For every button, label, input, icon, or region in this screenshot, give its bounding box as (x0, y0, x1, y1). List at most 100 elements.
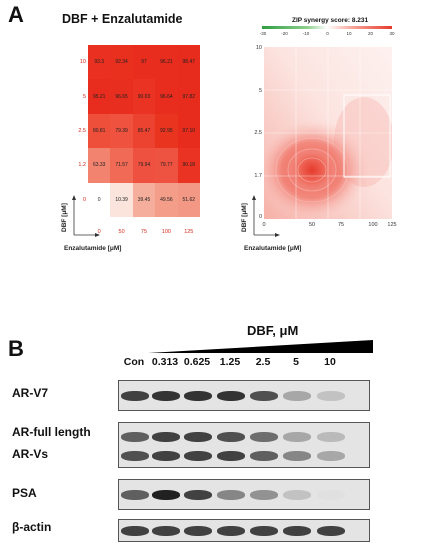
heatmap-title: DBF + Enzalutamide (62, 12, 183, 26)
heatmap-cell: 71.57 (110, 148, 133, 183)
protein-band (121, 391, 149, 401)
synergy-x-tick: 50 (308, 222, 316, 228)
synergy-colorbar (262, 26, 392, 29)
protein-band (283, 526, 311, 536)
protein-band (121, 490, 149, 500)
heatmap-cell: 39.45 (132, 182, 156, 217)
heatmap-cell: 95.21 (88, 79, 111, 114)
protein-band (283, 432, 311, 442)
lane-label: 0.313 (151, 356, 179, 368)
heatmap-x-label: Enzalutamide [μM] (64, 245, 122, 252)
protein-band (217, 451, 245, 461)
protein-band (317, 526, 345, 536)
legend-tick: 30 (389, 31, 395, 36)
protein-band (283, 391, 311, 401)
heatmap-cell: 80.81 (88, 113, 111, 149)
synergy-y-tick: 0 (258, 214, 262, 220)
heatmap-cell: 51.62 (177, 182, 200, 217)
protein-band (121, 432, 149, 442)
heatmap-y-tick: 1.2 (78, 162, 86, 169)
legend-tick: 20 (367, 31, 373, 36)
heatmap-cell: 97 (132, 45, 156, 80)
blot-membrane (118, 519, 370, 542)
lane-label: 5 (293, 356, 299, 368)
panel-b-letter: B (8, 336, 24, 361)
protein-band (317, 490, 345, 500)
heatmap-cell: 85.47 (132, 113, 156, 149)
protein-band (317, 432, 345, 442)
protein-band (184, 526, 212, 536)
heatmap-cell: 90.18 (177, 148, 200, 183)
protein-band (217, 490, 245, 500)
lane-label: 10 (324, 356, 336, 368)
protein-band (250, 391, 278, 401)
heatmap-y-tick: 0 (82, 196, 86, 203)
heatmap-x-tick: 50 (118, 229, 125, 235)
heatmap-cell: 93.3 (88, 45, 111, 80)
synergy-y-tick: 2.5 (254, 130, 262, 136)
protein-band (184, 391, 212, 401)
heatmap-cell: 96.65 (110, 79, 133, 114)
protein-band (152, 526, 180, 536)
protein-band (152, 451, 180, 461)
blot-membrane (118, 479, 370, 510)
synergy-plot (264, 47, 392, 219)
heatmap-cell: 98.47 (177, 45, 200, 80)
heatmap-cell: 10.39 (110, 182, 133, 217)
protein-band (283, 451, 311, 461)
legend-tick: -10 (302, 31, 310, 36)
blot-label: β-actin (12, 520, 52, 534)
heatmap-cell: 0 (88, 182, 111, 217)
heatmap-cell: 79.39 (110, 113, 133, 149)
heatmap-cell: 90.03 (132, 79, 156, 114)
legend-tick: 10 (346, 31, 352, 36)
heatmap-x-tick: 0 (97, 229, 101, 235)
protein-band (152, 490, 180, 500)
heatmap-y-tick: 5 (82, 93, 86, 100)
treatment-label: DBF, μM (247, 323, 299, 338)
blot-label: AR-V7 (12, 386, 49, 400)
protein-band (184, 432, 212, 442)
blot-membrane (118, 422, 370, 468)
protein-band (152, 432, 180, 442)
synergy-title: ZIP synergy score: 8.231 (292, 17, 369, 24)
heatmap-axes (72, 195, 100, 237)
protein-band (121, 526, 149, 536)
synergy-y-tick: 5 (258, 88, 262, 94)
heatmap-cell: 63.33 (88, 148, 111, 183)
heatmap-x-tick: 125 (184, 229, 194, 235)
protein-band (121, 451, 149, 461)
synergy-x-tick: 0 (262, 222, 266, 228)
protein-band (217, 526, 245, 536)
heatmap-y-tick: 2.5 (78, 128, 86, 134)
legend-tick: 0 (326, 31, 329, 36)
protein-band (250, 490, 278, 500)
protein-band (217, 432, 245, 442)
synergy-x-tick: 125 (387, 222, 397, 228)
lane-label: 0.625 (183, 356, 211, 368)
lane-label: Con (123, 356, 145, 368)
synergy-y-label: DBF [μM] (241, 203, 248, 232)
heatmap-cell: 96.64 (155, 79, 178, 114)
heatmap-cell: 79.77 (155, 148, 178, 183)
heatmap-y-tick: 10 (79, 59, 86, 66)
panel-a-letter: A (8, 2, 24, 27)
blot-label: AR-Vs (12, 447, 49, 461)
lane-label: 2.5 (255, 356, 271, 368)
heatmap-grid: 93.3 92.34 97 96.21 98.47 95.21 96.65 90.03 96.6… (88, 45, 200, 217)
protein-band (317, 451, 345, 461)
legend-tick: -30 (259, 31, 267, 36)
protein-band (184, 490, 212, 500)
protein-band (283, 490, 311, 500)
synergy-y-tick: 10 (255, 45, 262, 51)
protein-band (152, 391, 180, 401)
synergy-x-label: Enzalutamide [μM] (244, 245, 302, 252)
synergy-x-tick: 75 (337, 222, 345, 228)
blot-label: PSA (12, 486, 37, 500)
heatmap-cell: 92.95 (155, 113, 178, 149)
legend-tick: -20 (281, 31, 288, 36)
protein-band (184, 451, 212, 461)
heatmap-cell: 49.56 (155, 182, 178, 217)
protein-band (250, 451, 278, 461)
heatmap-cell: 79.94 (132, 148, 156, 183)
